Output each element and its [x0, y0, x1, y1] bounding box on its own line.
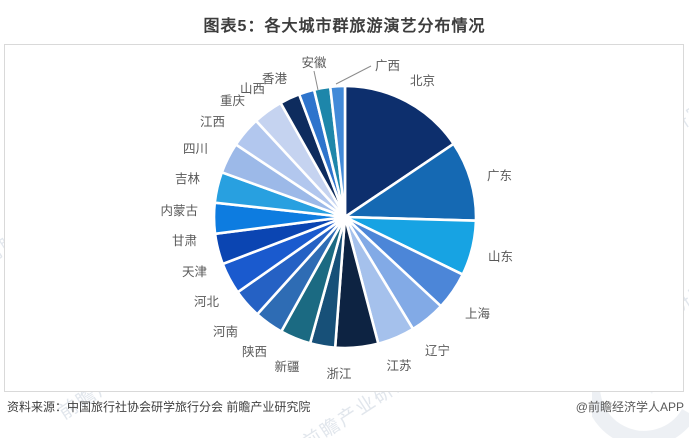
pie-slice-label: 广东: [487, 169, 512, 183]
pie-slice-label: 河北: [194, 295, 220, 309]
pie-slice-label: 山西: [240, 82, 265, 96]
pie-slice: [343, 84, 456, 220]
pie-slice-label: 重庆: [220, 93, 246, 108]
footer: 资料来源：中国旅行社协会研学旅行分会 前瞻产业研究院 @前瞻经济学人APP: [0, 398, 689, 418]
pie-slice-label: 山东: [488, 250, 513, 264]
pie-slice-label: 香港: [262, 72, 288, 86]
pie-slice-label: 四川: [183, 142, 208, 156]
pie-slice-label: 新疆: [274, 359, 299, 374]
pie-slice-label: 广西: [375, 59, 400, 73]
pie-slice-label: 江苏: [386, 358, 411, 373]
label-leader-line: [313, 70, 319, 91]
chart-title: 图表5：各大城市群旅游演艺分布情况: [203, 18, 486, 35]
pie-slice: [340, 142, 478, 223]
pie-slice-label: 江西: [200, 115, 225, 129]
source-note: 资料来源：中国旅行社协会研学旅行分会 前瞻产业研究院: [7, 400, 311, 414]
label-leader-line: [335, 65, 372, 85]
pie-slice: [328, 84, 347, 218]
pie-slice-label: 内蒙古: [160, 203, 198, 218]
credit-note: @前瞻经济学人APP: [575, 400, 684, 414]
pie-slice-label: 辽宁: [425, 343, 450, 358]
pie-slice-label: 甘肃: [172, 234, 197, 248]
pie-slice-label: 河南: [213, 324, 238, 339]
pie-slice-label: 北京: [410, 74, 435, 88]
pie-slice-label: 上海: [465, 306, 491, 321]
pie-slice-label: 浙江: [326, 366, 351, 381]
pie-slice-label: 安徽: [301, 55, 327, 70]
pie-slice-label: 吉林: [175, 172, 201, 186]
pie-slice-label: 陕西: [242, 344, 267, 359]
pie-slice-label: 天津: [182, 265, 207, 279]
